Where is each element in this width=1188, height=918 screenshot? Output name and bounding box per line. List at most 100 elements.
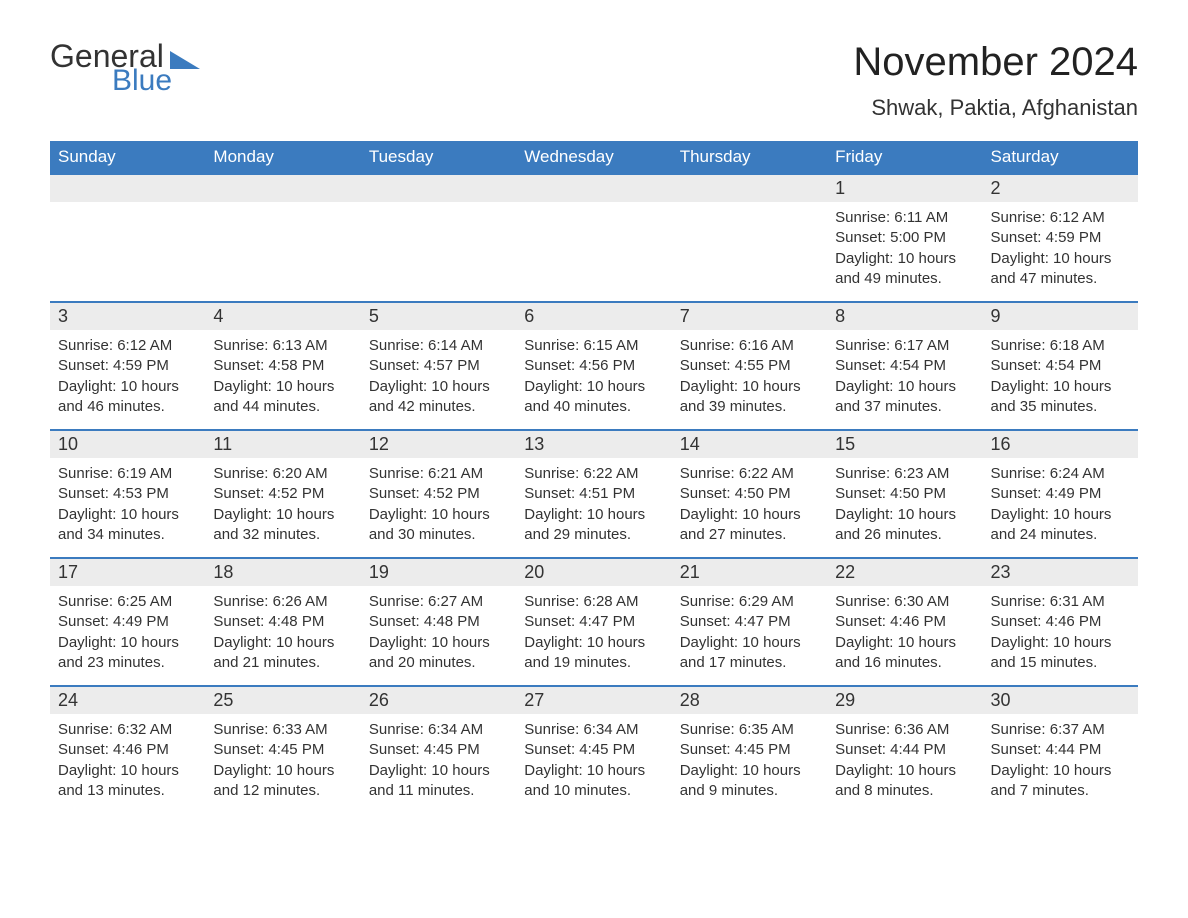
sunset-text: Sunset: 4:45 PM — [680, 740, 819, 760]
day-number: 25 — [205, 687, 360, 714]
sunset-text: Sunset: 5:00 PM — [835, 228, 974, 248]
calendar-cell: 18Sunrise: 6:26 AMSunset: 4:48 PMDayligh… — [205, 557, 360, 685]
logo-text-blue: Blue — [112, 66, 200, 96]
daylight-text: Daylight: 10 hours and 10 minutes. — [524, 761, 663, 802]
sunrise-text: Sunrise: 6:19 AM — [58, 464, 197, 484]
calendar-cell: 7Sunrise: 6:16 AMSunset: 4:55 PMDaylight… — [672, 301, 827, 429]
day-number: 26 — [361, 687, 516, 714]
sunrise-text: Sunrise: 6:29 AM — [680, 592, 819, 612]
month-title: November 2024 — [853, 40, 1138, 85]
daylight-text: Daylight: 10 hours and 26 minutes. — [835, 505, 974, 546]
sunset-text: Sunset: 4:49 PM — [991, 484, 1130, 504]
day-details: Sunrise: 6:12 AMSunset: 4:59 PMDaylight:… — [50, 330, 205, 427]
daylight-text: Daylight: 10 hours and 7 minutes. — [991, 761, 1130, 802]
day-number: 29 — [827, 687, 982, 714]
daylight-text: Daylight: 10 hours and 35 minutes. — [991, 377, 1130, 418]
calendar-cell — [50, 173, 205, 301]
day-details: Sunrise: 6:15 AMSunset: 4:56 PMDaylight:… — [516, 330, 671, 427]
weekday-header: Saturday — [983, 141, 1138, 173]
daylight-text: Daylight: 10 hours and 19 minutes. — [524, 633, 663, 674]
day-number: 20 — [516, 559, 671, 586]
day-details: Sunrise: 6:36 AMSunset: 4:44 PMDaylight:… — [827, 714, 982, 811]
sunset-text: Sunset: 4:49 PM — [58, 612, 197, 632]
sunrise-text: Sunrise: 6:20 AM — [213, 464, 352, 484]
sunrise-text: Sunrise: 6:17 AM — [835, 336, 974, 356]
day-number: 23 — [983, 559, 1138, 586]
day-number: 6 — [516, 303, 671, 330]
day-details: Sunrise: 6:30 AMSunset: 4:46 PMDaylight:… — [827, 586, 982, 683]
calendar-table: SundayMondayTuesdayWednesdayThursdayFrid… — [50, 141, 1138, 813]
day-number: 1 — [827, 175, 982, 202]
daylight-text: Daylight: 10 hours and 44 minutes. — [213, 377, 352, 418]
calendar-week-row: 1Sunrise: 6:11 AMSunset: 5:00 PMDaylight… — [50, 173, 1138, 301]
sunrise-text: Sunrise: 6:12 AM — [58, 336, 197, 356]
day-number: 13 — [516, 431, 671, 458]
day-details: Sunrise: 6:26 AMSunset: 4:48 PMDaylight:… — [205, 586, 360, 683]
day-details: Sunrise: 6:21 AMSunset: 4:52 PMDaylight:… — [361, 458, 516, 555]
day-details: Sunrise: 6:16 AMSunset: 4:55 PMDaylight:… — [672, 330, 827, 427]
daylight-text: Daylight: 10 hours and 13 minutes. — [58, 761, 197, 802]
daylight-text: Daylight: 10 hours and 15 minutes. — [991, 633, 1130, 674]
daylight-text: Daylight: 10 hours and 46 minutes. — [58, 377, 197, 418]
day-number: 9 — [983, 303, 1138, 330]
calendar-cell: 30Sunrise: 6:37 AMSunset: 4:44 PMDayligh… — [983, 685, 1138, 813]
day-details: Sunrise: 6:23 AMSunset: 4:50 PMDaylight:… — [827, 458, 982, 555]
daylight-text: Daylight: 10 hours and 37 minutes. — [835, 377, 974, 418]
location-subtitle: Shwak, Paktia, Afghanistan — [853, 95, 1138, 121]
daylight-text: Daylight: 10 hours and 49 minutes. — [835, 249, 974, 290]
sunset-text: Sunset: 4:44 PM — [835, 740, 974, 760]
daylight-text: Daylight: 10 hours and 29 minutes. — [524, 505, 663, 546]
daylight-text: Daylight: 10 hours and 23 minutes. — [58, 633, 197, 674]
day-number: 28 — [672, 687, 827, 714]
calendar-cell: 23Sunrise: 6:31 AMSunset: 4:46 PMDayligh… — [983, 557, 1138, 685]
day-number-empty — [361, 175, 516, 202]
weekday-header: Thursday — [672, 141, 827, 173]
calendar-cell: 22Sunrise: 6:30 AMSunset: 4:46 PMDayligh… — [827, 557, 982, 685]
sunrise-text: Sunrise: 6:37 AM — [991, 720, 1130, 740]
day-details: Sunrise: 6:25 AMSunset: 4:49 PMDaylight:… — [50, 586, 205, 683]
calendar-cell: 10Sunrise: 6:19 AMSunset: 4:53 PMDayligh… — [50, 429, 205, 557]
calendar-cell: 26Sunrise: 6:34 AMSunset: 4:45 PMDayligh… — [361, 685, 516, 813]
calendar-cell: 28Sunrise: 6:35 AMSunset: 4:45 PMDayligh… — [672, 685, 827, 813]
day-details: Sunrise: 6:18 AMSunset: 4:54 PMDaylight:… — [983, 330, 1138, 427]
calendar-cell: 15Sunrise: 6:23 AMSunset: 4:50 PMDayligh… — [827, 429, 982, 557]
calendar-cell: 27Sunrise: 6:34 AMSunset: 4:45 PMDayligh… — [516, 685, 671, 813]
day-details: Sunrise: 6:12 AMSunset: 4:59 PMDaylight:… — [983, 202, 1138, 299]
sunrise-text: Sunrise: 6:21 AM — [369, 464, 508, 484]
calendar-cell: 20Sunrise: 6:28 AMSunset: 4:47 PMDayligh… — [516, 557, 671, 685]
daylight-text: Daylight: 10 hours and 16 minutes. — [835, 633, 974, 674]
day-details: Sunrise: 6:28 AMSunset: 4:47 PMDaylight:… — [516, 586, 671, 683]
calendar-cell: 21Sunrise: 6:29 AMSunset: 4:47 PMDayligh… — [672, 557, 827, 685]
day-details: Sunrise: 6:17 AMSunset: 4:54 PMDaylight:… — [827, 330, 982, 427]
calendar-cell: 14Sunrise: 6:22 AMSunset: 4:50 PMDayligh… — [672, 429, 827, 557]
day-details: Sunrise: 6:19 AMSunset: 4:53 PMDaylight:… — [50, 458, 205, 555]
day-number: 30 — [983, 687, 1138, 714]
day-number: 5 — [361, 303, 516, 330]
sunrise-text: Sunrise: 6:22 AM — [680, 464, 819, 484]
sunset-text: Sunset: 4:47 PM — [524, 612, 663, 632]
sunrise-text: Sunrise: 6:35 AM — [680, 720, 819, 740]
daylight-text: Daylight: 10 hours and 8 minutes. — [835, 761, 974, 802]
calendar-cell: 8Sunrise: 6:17 AMSunset: 4:54 PMDaylight… — [827, 301, 982, 429]
sunset-text: Sunset: 4:59 PM — [991, 228, 1130, 248]
day-number: 16 — [983, 431, 1138, 458]
sunset-text: Sunset: 4:46 PM — [58, 740, 197, 760]
day-details: Sunrise: 6:34 AMSunset: 4:45 PMDaylight:… — [361, 714, 516, 811]
day-details: Sunrise: 6:27 AMSunset: 4:48 PMDaylight:… — [361, 586, 516, 683]
day-details: Sunrise: 6:14 AMSunset: 4:57 PMDaylight:… — [361, 330, 516, 427]
page-header: General Blue November 2024 Shwak, Paktia… — [50, 40, 1138, 121]
day-number: 15 — [827, 431, 982, 458]
sunset-text: Sunset: 4:50 PM — [835, 484, 974, 504]
sunrise-text: Sunrise: 6:36 AM — [835, 720, 974, 740]
day-details: Sunrise: 6:22 AMSunset: 4:51 PMDaylight:… — [516, 458, 671, 555]
sunrise-text: Sunrise: 6:25 AM — [58, 592, 197, 612]
calendar-week-row: 17Sunrise: 6:25 AMSunset: 4:49 PMDayligh… — [50, 557, 1138, 685]
calendar-cell: 17Sunrise: 6:25 AMSunset: 4:49 PMDayligh… — [50, 557, 205, 685]
sunrise-text: Sunrise: 6:28 AM — [524, 592, 663, 612]
sunrise-text: Sunrise: 6:22 AM — [524, 464, 663, 484]
sunset-text: Sunset: 4:45 PM — [213, 740, 352, 760]
calendar-cell: 29Sunrise: 6:36 AMSunset: 4:44 PMDayligh… — [827, 685, 982, 813]
calendar-cell: 13Sunrise: 6:22 AMSunset: 4:51 PMDayligh… — [516, 429, 671, 557]
day-number-empty — [50, 175, 205, 202]
weekday-header: Friday — [827, 141, 982, 173]
